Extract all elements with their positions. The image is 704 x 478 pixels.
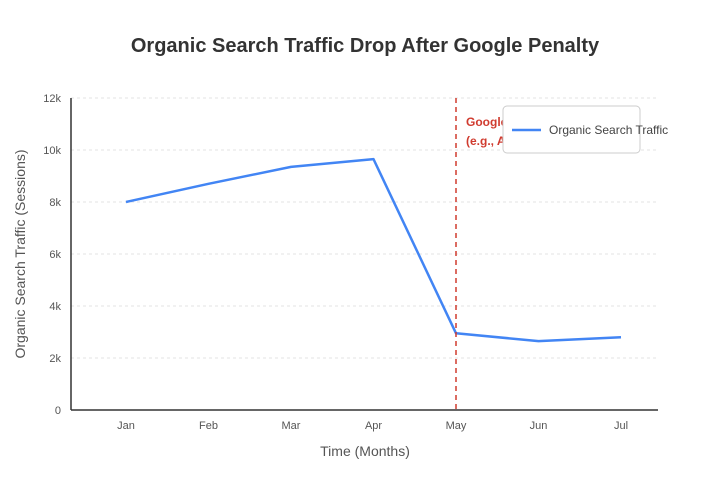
x-tick-label: Jul <box>614 420 628 432</box>
y-tick-label: 10k <box>43 145 61 157</box>
y-axis-label: Organic Search Traffic (Sessions) <box>12 149 28 358</box>
x-tick-label: May <box>446 420 467 432</box>
legend-label: Organic Search Traffic <box>549 123 668 137</box>
x-tick-label: Apr <box>365 420 382 432</box>
y-tick-label: 12k <box>43 93 61 105</box>
series-line <box>125 157 622 343</box>
y-tick-label: 6k <box>49 249 61 261</box>
y-tick-label: 8k <box>49 197 61 209</box>
y-tick-label: 0 <box>55 405 61 417</box>
y-tick-label: 4k <box>49 301 61 313</box>
legend-box <box>502 105 641 154</box>
chart-title: Organic Search Traffic Drop After Google… <box>131 35 600 57</box>
x-tick-label: Mar <box>282 420 301 432</box>
x-tick-label: Jan <box>117 420 135 432</box>
y-tick-label: 2k <box>49 353 61 365</box>
x-axis-label: Time (Months) <box>320 443 410 459</box>
x-tick-label: Jun <box>530 420 548 432</box>
x-tick-label: Feb <box>199 420 218 432</box>
